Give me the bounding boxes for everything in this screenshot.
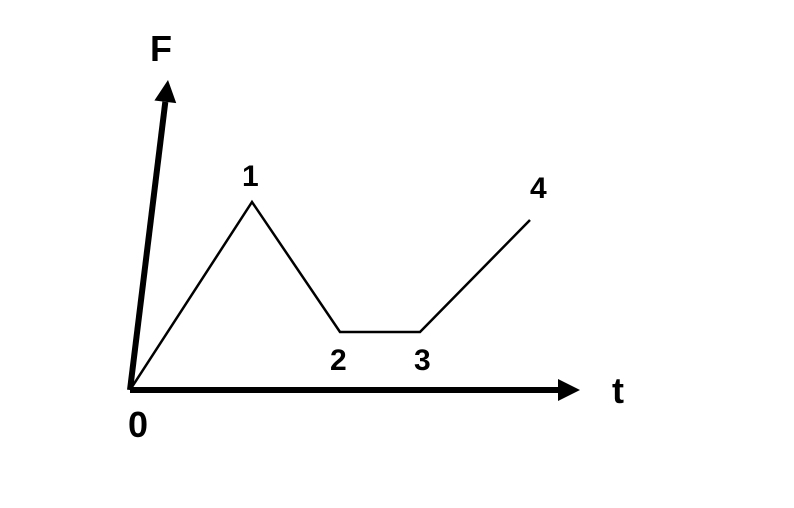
x-axis-arrowhead: [558, 379, 580, 401]
y-axis-arrowhead: [154, 80, 176, 103]
x-axis-label: t: [612, 370, 624, 412]
point-label-4: 4: [530, 172, 547, 206]
point-label-1: 1: [242, 160, 259, 194]
y-axis-label: F: [150, 28, 172, 70]
chart-svg: [0, 0, 794, 508]
point-label-2: 2: [330, 344, 347, 378]
origin-label: 0: [128, 404, 148, 446]
chart-stage: Ft 0 1 2 3 4: [0, 0, 794, 508]
y-axis-line: [130, 102, 165, 390]
axes-group: [130, 80, 580, 401]
point-label-3: 3: [414, 344, 431, 378]
